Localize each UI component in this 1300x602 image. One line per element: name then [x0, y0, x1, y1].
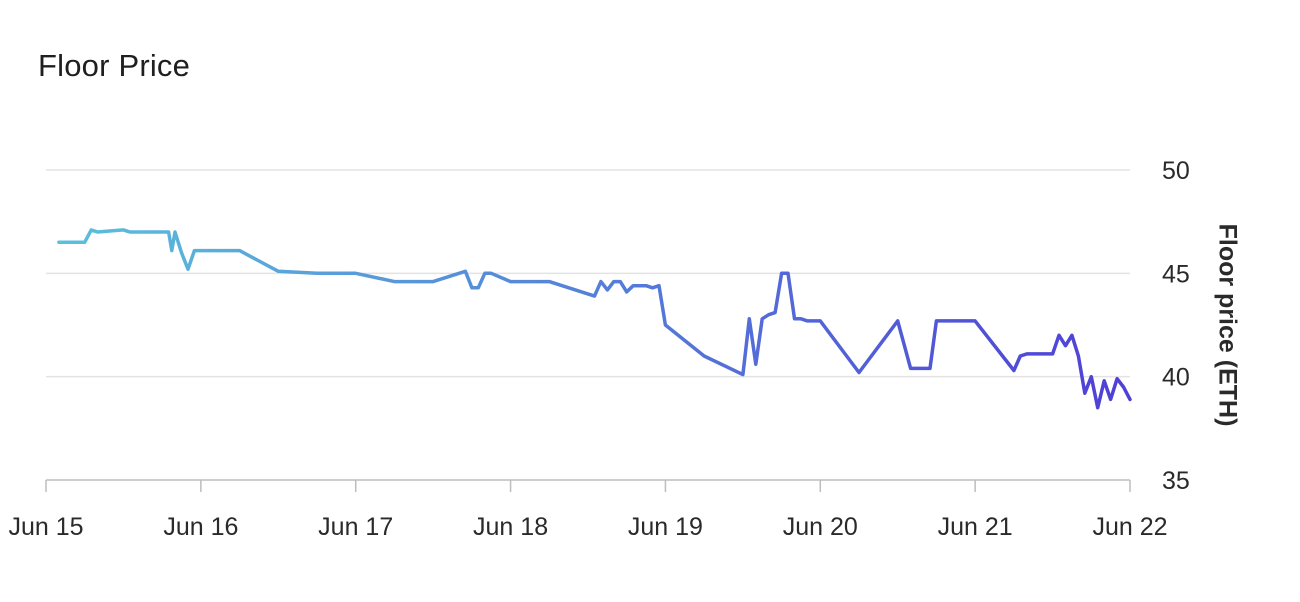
x-axis: Jun 15 Jun 16 Jun 17 Jun 18 Jun 19 Jun 20 Jun …	[8, 479, 1168, 541]
x-tick-label: Jun 19	[628, 513, 703, 541]
x-tick-label: Jun 18	[473, 513, 548, 541]
y-tick-label: 35	[1162, 467, 1190, 495]
y-tick-label: 50	[1162, 157, 1190, 185]
x-tick-label: Jun 20	[783, 513, 858, 541]
x-tick-label: Jun 17	[318, 513, 393, 541]
x-tick-label: Jun 21	[938, 513, 1013, 541]
y-tick-label: 45	[1162, 260, 1190, 288]
series-layer	[57, 228, 1132, 410]
x-tick-label: Jun 15	[8, 513, 83, 541]
x-tick-label: Jun 16	[163, 513, 238, 541]
y-axis-title: Floor price (ETH)	[1213, 224, 1241, 427]
series-line-0	[57, 228, 1132, 410]
y-axis: 35 40 45 50	[1162, 157, 1190, 495]
y-tick-label: 40	[1162, 364, 1190, 392]
chart-title: Floor Price	[38, 48, 191, 83]
x-tick-label: Jun 22	[1092, 513, 1167, 541]
gridlines	[46, 169, 1130, 378]
